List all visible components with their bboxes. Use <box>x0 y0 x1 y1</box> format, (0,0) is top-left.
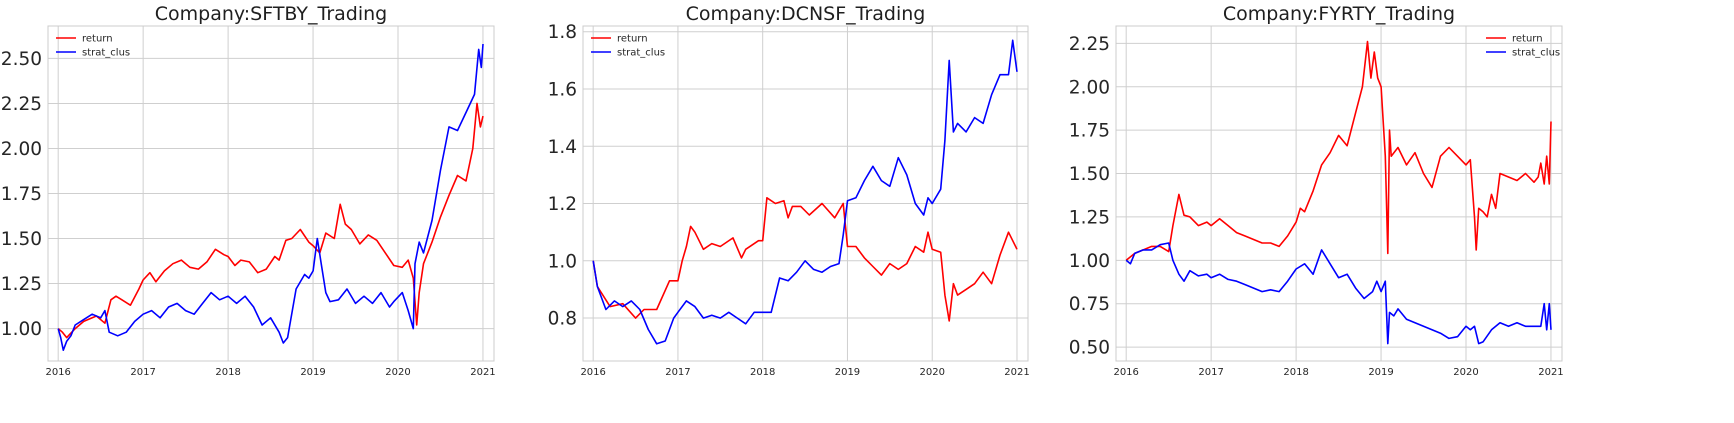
x-tick-label: 2021 <box>1538 367 1563 378</box>
plot-frame <box>582 25 1029 362</box>
series-line-return <box>1125 40 1552 261</box>
legend-label: strat_clus <box>617 48 665 59</box>
y-tick-label: 1.75 <box>1 184 42 205</box>
x-tick-label: 2017 <box>130 367 155 378</box>
x-tick-label: 2019 <box>835 367 860 378</box>
x-tick-label: 2021 <box>470 367 495 378</box>
chart-panel-1: 1.00 1.25 1.50 1.75 2.00 2.25 2.50 2016 2017 2018… <box>1 3 496 378</box>
x-tick-label: 2016 <box>1113 367 1138 378</box>
series-line-strat-clus <box>1125 242 1552 345</box>
x-tick-label: 2016 <box>45 367 70 378</box>
x-tick-label: 2018 <box>215 367 240 378</box>
y-tick-label: 1.0 <box>548 251 577 272</box>
y-tick-label: 1.2 <box>548 194 577 215</box>
x-tick-label: 2020 <box>1453 367 1478 378</box>
y-tick-label: 1.8 <box>548 22 577 43</box>
y-tick-label: 1.75 <box>1069 121 1110 142</box>
series-line-return <box>57 102 484 339</box>
x-tick-label: 2019 <box>300 367 325 378</box>
chart-title: Company:DCNSF_Trading <box>686 3 926 25</box>
x-tick-label: 2021 <box>1004 367 1029 378</box>
plot-frame <box>47 25 495 362</box>
x-tick-label: 2018 <box>750 367 775 378</box>
series-line-strat-clus <box>57 43 484 351</box>
y-tick-label: 1.00 <box>1069 251 1110 272</box>
legend-label: return <box>617 34 648 45</box>
chart-title: Company:FYRTY_Trading <box>1223 3 1455 25</box>
x-tick-label: 2017 <box>1198 367 1223 378</box>
x-tick-label: 2020 <box>385 367 410 378</box>
series-line-strat-clus <box>592 39 1018 345</box>
x-tick-label: 2020 <box>919 367 944 378</box>
y-tick-label: 2.25 <box>1 94 42 115</box>
x-tick-label: 2019 <box>1368 367 1393 378</box>
series-line-return <box>592 197 1018 322</box>
chart-panel-2: 0.8 1.0 1.2 1.4 1.6 1.8 2016 2017 2018 2019 2020 20… <box>548 3 1030 378</box>
legend: return strat_clus <box>591 34 665 59</box>
y-tick-label: 2.50 <box>1 49 42 70</box>
y-tick-label: 1.4 <box>548 137 577 158</box>
chart-title: Company:SFTBY_Trading <box>155 3 387 25</box>
y-tick-label: 1.50 <box>1 229 42 250</box>
y-tick-label: 2.00 <box>1069 77 1110 98</box>
x-tick-label: 2016 <box>580 367 605 378</box>
plot-frame <box>1115 25 1563 362</box>
chart-panel-3: 0.50 0.75 1.00 1.25 1.50 1.75 2.00 2.25 2016 2017… <box>1069 3 1564 378</box>
legend-label: return <box>1512 34 1543 45</box>
x-tick-label: 2017 <box>665 367 690 378</box>
legend-label: strat_clus <box>82 48 130 59</box>
legend-label: strat_clus <box>1512 48 1560 59</box>
x-tick-label: 2018 <box>1283 367 1308 378</box>
y-tick-label: 0.50 <box>1069 338 1110 359</box>
y-tick-label: 0.8 <box>548 309 577 330</box>
y-tick-label: 1.6 <box>548 79 577 100</box>
y-tick-label: 1.00 <box>1 319 42 340</box>
y-tick-label: 2.25 <box>1069 34 1110 55</box>
y-tick-label: 0.75 <box>1069 294 1110 315</box>
y-tick-label: 1.25 <box>1069 207 1110 228</box>
y-tick-label: 1.25 <box>1 274 42 295</box>
legend: return strat_clus <box>56 34 130 59</box>
y-tick-label: 2.00 <box>1 139 42 160</box>
y-tick-label: 1.50 <box>1069 164 1110 185</box>
legend: return strat_clus <box>1486 34 1560 59</box>
legend-label: return <box>82 34 113 45</box>
